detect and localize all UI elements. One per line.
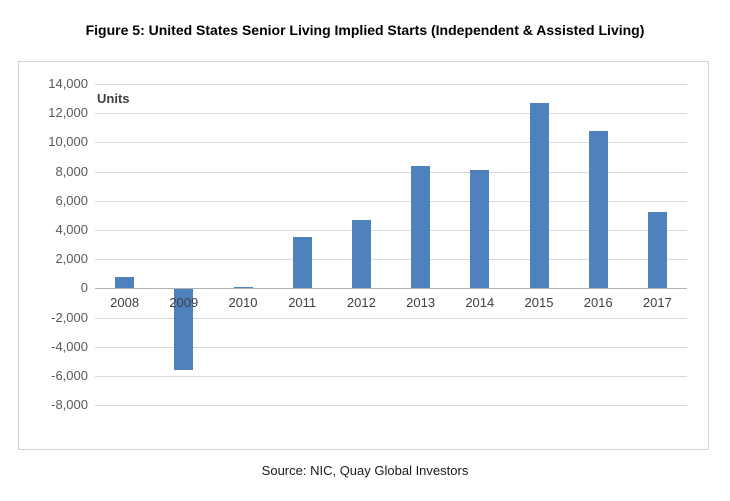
zero-axis-line [95,288,687,290]
y-tick-label: 2,000 [55,251,88,267]
y-tick-label: -2,000 [51,309,88,325]
x-tick-label-2012: 2012 [346,295,376,311]
bar-2015 [529,103,549,289]
gridline [95,142,687,144]
x-tick-label-2010: 2010 [228,295,258,311]
gridline [95,200,687,202]
y-axis-units-label: Units [97,91,130,106]
bar-2017 [647,212,667,289]
x-tick-label-2013: 2013 [406,295,436,311]
plot-area: 2008 2009 2010 2011 2012 2013 2014 2015 2016 2017 [95,84,687,406]
bar-2014 [470,170,490,289]
source-caption: Source: NIC, Quay Global Investors [261,463,469,478]
y-tick-label: 14,000 [48,76,88,91]
figure-title: Figure 5: United States Senior Living Im… [85,22,645,38]
y-tick-label: 8,000 [55,163,88,179]
y-tick-label: 6,000 [55,192,88,208]
bar-2016 [588,130,608,289]
y-tick-label: 0 [80,280,88,296]
gridline [95,229,687,231]
y-tick-label: -8,000 [51,397,88,412]
y-tick-label: 4,000 [55,221,88,237]
gridline [95,84,687,85]
gridline [95,346,687,348]
y-tick-label: -6,000 [51,367,88,383]
gridline [95,405,687,406]
y-tick-label: -4,000 [51,338,88,354]
x-tick-label-2014: 2014 [465,295,495,311]
x-tick-label-2009: 2009 [169,295,199,311]
bar-2009 [174,289,194,370]
chart-frame: 2008 2009 2010 2011 2012 2013 2014 2015 2016 2017… [18,61,709,450]
gridline [95,171,687,173]
bar-2008 [115,276,135,289]
y-axis-tick-labels: 14,000 12,000 10,000 8,000 6,000 4,000 2,000 0 -… [19,76,88,412]
bar-2013 [411,165,431,289]
y-tick-label: 12,000 [48,105,88,121]
bar-2010 [233,286,253,289]
x-tick-label-2017: 2017 [642,295,672,311]
gridline [95,317,687,319]
gridline [95,113,687,115]
x-tick-label-2016: 2016 [583,295,613,311]
y-tick-label: 10,000 [48,134,88,150]
x-tick-label-2015: 2015 [524,295,554,311]
bar-2012 [351,219,371,289]
gridline [95,259,687,261]
x-tick-label-2011: 2011 [288,295,317,311]
bar-2011 [292,237,312,289]
x-tick-label-2008: 2008 [110,295,140,311]
gridline [95,375,687,377]
